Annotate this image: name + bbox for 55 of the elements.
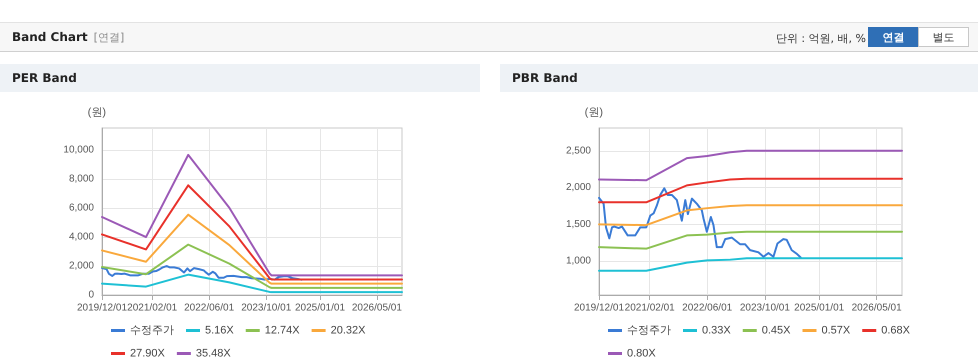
y-tick-label: 10,000	[63, 144, 94, 156]
line-series	[101, 184, 403, 280]
y-tick-label: 1,000	[566, 256, 592, 267]
y-tick-label: 1,500	[566, 218, 592, 230]
text: 별도	[918, 27, 969, 47]
line-series	[101, 274, 403, 294]
line-series	[101, 244, 403, 289]
x-tick-label: 2025/01/01	[794, 302, 845, 314]
line-series	[101, 154, 403, 276]
line-series	[598, 257, 903, 272]
x-tick-label: 2025/01/01	[294, 302, 346, 314]
y-tick-label: 2,000	[566, 182, 592, 194]
text: [연결]	[94, 31, 124, 44]
legend-label: 35.48X	[196, 348, 232, 360]
legend-label: 12.74X	[264, 324, 300, 336]
y-tick-label: 6,000	[68, 202, 94, 214]
line-series	[598, 178, 903, 204]
y-tick-label: 8,000	[68, 173, 94, 184]
legend-label: 0.57X	[821, 324, 851, 336]
chart-title: PBR Band	[500, 64, 978, 92]
line-series	[101, 265, 303, 281]
legend-label: 0.80X	[627, 348, 656, 360]
line-series	[598, 187, 802, 258]
legend-label: 수정주가	[627, 324, 671, 336]
x-tick-label: 2026/05/01	[852, 302, 902, 314]
x-tick-label: 2019/12/01	[76, 302, 128, 314]
text: 단위 : 억원, 배, %	[776, 31, 866, 46]
y-tick-label: 0	[88, 290, 94, 300]
line-series	[598, 230, 903, 250]
legend-label: 27.90X	[130, 348, 166, 360]
legend-label: 0.45X	[762, 324, 792, 336]
x-tick-label: 2023/10/01	[241, 302, 292, 314]
x-tick-label: 2021/02/01	[624, 302, 676, 314]
y-tick-label: 2,000	[68, 260, 94, 272]
x-tick-label: 2026/05/01	[352, 302, 402, 314]
text: Band Chart	[12, 30, 88, 44]
x-tick-label: 2021/02/01	[127, 302, 178, 314]
line-series	[598, 204, 903, 226]
line-series	[101, 214, 403, 285]
x-tick-label: 2022/06/01	[682, 302, 733, 314]
y-axis-title: (원)	[88, 106, 106, 118]
legend-label: 수정주가	[130, 324, 174, 336]
x-tick-label: 2022/06/01	[184, 302, 235, 314]
text: 연결	[868, 27, 919, 47]
legend-label: 20.32X	[330, 324, 366, 336]
x-tick-label: 2019/12/01	[574, 302, 624, 314]
legend-label: 0.68X	[881, 324, 911, 336]
legend-label: 0.33X	[702, 324, 732, 336]
y-tick-label: 4,000	[68, 231, 94, 242]
y-axis-title: (원)	[584, 106, 603, 118]
legend-label: 5.16X	[205, 324, 234, 336]
x-tick-label: 2023/10/01	[740, 302, 790, 314]
chart-title: PER Band	[0, 64, 480, 92]
y-tick-label: 2,500	[566, 145, 592, 156]
line-series	[598, 150, 903, 182]
